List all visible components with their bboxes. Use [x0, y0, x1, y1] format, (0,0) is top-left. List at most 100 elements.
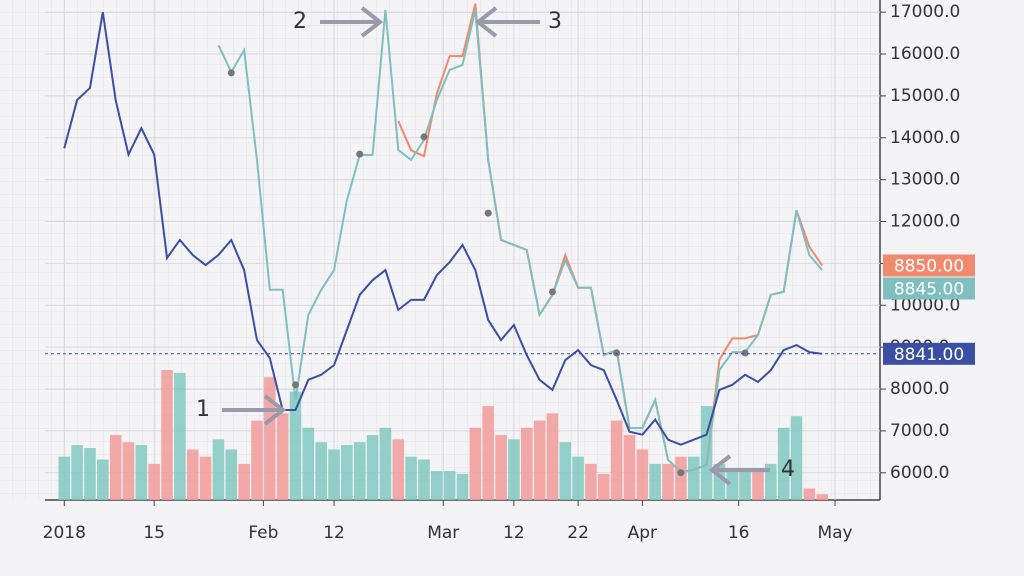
volume-bar: [765, 463, 777, 500]
volume-bar: [199, 456, 212, 500]
price-tag-label: 8845.00: [894, 279, 964, 299]
price-tag: [883, 342, 975, 365]
volume-bar: [662, 463, 674, 500]
annotation-label: 1: [196, 397, 210, 422]
volume-bar: [122, 442, 135, 500]
volume-bar: [777, 427, 790, 500]
volume-bar: [598, 474, 610, 500]
x-tick-label: 15: [143, 523, 165, 543]
annotation-label: 3: [548, 9, 562, 34]
y-tick-label: 15000.0: [890, 86, 960, 106]
volume-bar: [84, 448, 96, 500]
volume-bar: [212, 439, 225, 500]
marker: [548, 288, 556, 296]
volume-bar: [469, 427, 482, 500]
y-tick-label: 14000.0: [890, 128, 960, 148]
x-tick-label: May: [817, 523, 852, 543]
volume-bar: [431, 471, 443, 500]
volume-bar: [366, 435, 379, 500]
volume-bar: [752, 471, 764, 500]
marker: [741, 349, 749, 357]
volume-bar: [58, 456, 71, 500]
volume-bar: [649, 463, 661, 500]
x-tick-label: Apr: [628, 523, 657, 543]
marker: [420, 133, 428, 141]
volume-bar: [520, 427, 533, 500]
marker: [677, 469, 685, 477]
y-tick-label: 6000.0: [890, 463, 949, 483]
annotation-arrow: [320, 6, 384, 38]
volume-bar: [533, 420, 546, 500]
volume-bar: [508, 439, 520, 500]
x-tick-label: 12: [323, 523, 345, 543]
volume-bar: [418, 459, 430, 500]
y-tick-label: 8000.0: [890, 379, 949, 399]
volume-bar: [109, 435, 122, 500]
y-tick-label: 10000.0: [890, 295, 960, 315]
annotation-arrow: [222, 394, 287, 426]
x-tick-label: 12: [503, 523, 525, 543]
volume-bar: [482, 406, 494, 500]
volume-bar: [636, 449, 649, 500]
volume-bar: [353, 442, 366, 500]
volume-bar: [289, 391, 302, 500]
volume-bar: [572, 456, 584, 500]
volume-bar: [405, 456, 417, 500]
price-tag: [883, 254, 975, 277]
volume-bar: [276, 413, 289, 500]
annotation-arrow: [474, 6, 540, 38]
y-tick-label: 17000.0: [890, 2, 960, 22]
annotation-label: 4: [781, 457, 795, 482]
volume-bar: [148, 463, 160, 500]
volume-bar: [161, 370, 173, 500]
price-tag: [883, 277, 975, 300]
volume-bar: [302, 427, 315, 500]
volume-bar: [726, 471, 739, 500]
volume-bar: [225, 449, 238, 500]
marker: [292, 381, 299, 389]
price-line: [63, 11, 823, 446]
marker: [484, 209, 492, 217]
volume-bar: [585, 463, 597, 500]
x-tick-label: Mar: [427, 523, 459, 543]
y-tick-label: 12000.0: [890, 212, 960, 232]
volume-bar: [238, 463, 250, 500]
volume-bar: [675, 456, 687, 500]
x-tick-label: 22: [567, 523, 589, 543]
y-tick-label: 7000.0: [890, 421, 949, 441]
volume-bar: [495, 435, 507, 500]
volume-bar: [803, 488, 816, 500]
volume-bar: [264, 377, 276, 500]
volume-bar: [328, 449, 340, 500]
x-tick-label: 16: [728, 523, 750, 543]
volume-bar: [443, 471, 456, 500]
y-tick-label: 13000.0: [890, 170, 960, 190]
x-tick-label: Feb: [248, 523, 278, 543]
volume-bar: [379, 427, 392, 500]
annotation-arrow: [708, 454, 770, 486]
volume-bar: [456, 474, 469, 500]
volume-bar: [790, 416, 803, 500]
volume-bar: [816, 494, 828, 500]
volume-bar: [186, 449, 199, 500]
marker: [613, 349, 621, 357]
volume-bar: [174, 372, 186, 500]
volume-bar: [687, 456, 700, 500]
price-tag-label: 8841.00: [894, 345, 964, 365]
volume-bar: [623, 435, 636, 500]
volume-bar: [71, 445, 83, 500]
price-line: [217, 9, 823, 474]
volume-bar: [610, 420, 623, 500]
x-tick-label: 2018: [43, 523, 86, 543]
annotation-label: 2: [293, 9, 307, 34]
volume-bar: [315, 442, 327, 500]
plot-background: [0, 0, 880, 500]
marker: [356, 150, 364, 158]
volume-bar: [700, 406, 713, 500]
volume-bar: [546, 413, 559, 500]
volume-bar: [97, 459, 109, 500]
volume-bar: [251, 420, 263, 500]
price-tag-label: 8850.00: [894, 256, 964, 276]
